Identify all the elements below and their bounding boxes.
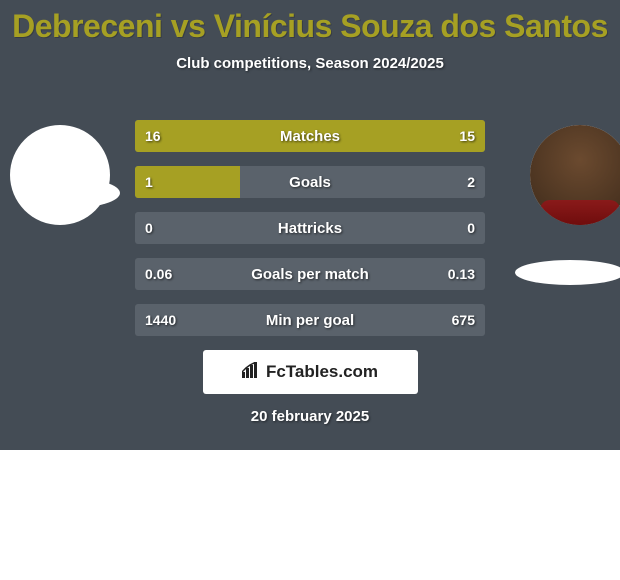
stat-label: Hattricks [135,212,485,244]
brand-logo[interactable]: FcTables.com [203,350,418,394]
stat-label: Matches [135,120,485,152]
player-right-face [530,125,620,225]
stat-row: 12Goals [135,166,485,198]
comparison-panel: Debreceni vs Vinícius Souza dos Santos C… [0,0,620,450]
chart-icon [242,362,262,383]
stat-label: Goals [135,166,485,198]
date-label: 20 february 2025 [0,408,620,425]
page-title: Debreceni vs Vinícius Souza dos Santos [0,0,620,45]
subtitle: Club competitions, Season 2024/2025 [0,55,620,72]
player-left-shadow [20,178,120,208]
player-right-shadow [515,260,620,285]
stat-row: 1440675Min per goal [135,304,485,336]
stat-bars: 1615Matches 12Goals 00Hattricks 0.060.13Goa… [135,120,485,336]
stat-row: 0.060.13Goals per match [135,258,485,290]
stat-label: Goals per match [135,258,485,290]
stat-row: 00Hattricks [135,212,485,244]
stat-row: 1615Matches [135,120,485,152]
brand-text: FcTables.com [266,362,378,382]
stats-area: 1615Matches 12Goals 00Hattricks 0.060.13Goa… [0,120,620,425]
player-right-avatar [530,125,620,225]
player-left-avatar [10,125,110,225]
stat-label: Min per goal [135,304,485,336]
